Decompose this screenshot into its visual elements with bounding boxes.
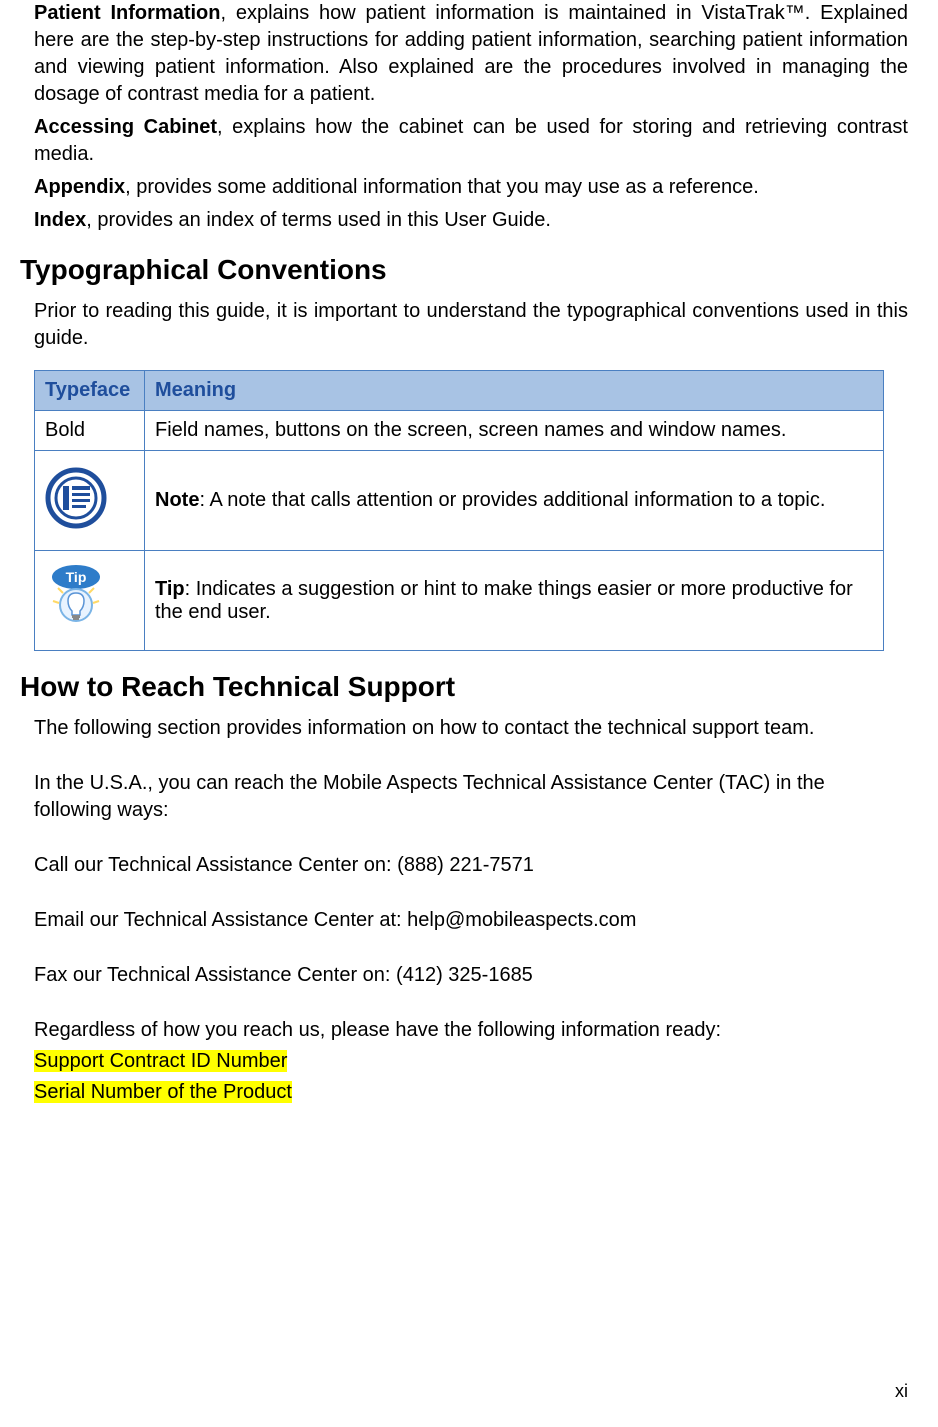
paragraph-support-fax: Fax our Technical Assistance Center on: …: [20, 962, 908, 989]
table-cell-meaning: Field names, buttons on the screen, scre…: [145, 411, 884, 451]
meaning-text: : A note that calls attention or provide…: [199, 489, 825, 511]
paragraph-support-usa: In the U.S.A., you can reach the Mobile …: [20, 770, 908, 824]
table-header-row: Typeface Meaning: [35, 371, 884, 411]
table-cell-meaning: Tip: Indicates a suggestion or hint to m…: [145, 551, 884, 651]
table-cell-typeface: Bold: [35, 411, 145, 451]
table-cell-tip-icon: Tip: [35, 551, 145, 651]
bold-label: Note: [155, 489, 199, 511]
highlighted-text: Serial Number of the Product: [34, 1081, 292, 1103]
paragraph-support-email: Email our Technical Assistance Center at…: [20, 907, 908, 934]
note-icon: [45, 467, 107, 535]
paragraph-highlight-serial: Serial Number of the Product: [20, 1079, 908, 1106]
paragraph-index: Index, provides an index of terms used i…: [20, 207, 908, 234]
paragraph-text: , provides an index of terms used in thi…: [86, 209, 551, 231]
tip-icon: Tip: [45, 563, 107, 639]
heading-typographical-conventions: Typographical Conventions: [20, 254, 908, 286]
table-row: Bold Field names, buttons on the screen,…: [35, 411, 884, 451]
paragraph-support-intro: The following section provides informati…: [20, 715, 908, 742]
paragraph-patient-info: Patient Information, explains how patien…: [20, 0, 908, 108]
heading-tech-support: How to Reach Technical Support: [20, 671, 908, 703]
bold-label: Tip: [155, 578, 185, 600]
meaning-text: : Indicates a suggestion or hint to make…: [155, 578, 853, 623]
table-header-meaning: Meaning: [145, 371, 884, 411]
paragraph-accessing-cabinet: Accessing Cabinet, explains how the cabi…: [20, 114, 908, 168]
table-row: Tip Tip: Indicates a suggestion or hint …: [35, 551, 884, 651]
table-row: Note: A note that calls attention or pro…: [35, 451, 884, 551]
paragraph-text: , provides some additional information t…: [125, 176, 759, 198]
document-page: Patient Information, explains how patien…: [0, 0, 938, 1427]
paragraph-highlight-contract: Support Contract ID Number: [20, 1048, 908, 1075]
paragraph-typo-intro: Prior to reading this guide, it is impor…: [20, 298, 908, 352]
highlighted-text: Support Contract ID Number: [34, 1050, 287, 1072]
table-header-typeface: Typeface: [35, 371, 145, 411]
bold-label: Appendix: [34, 176, 125, 198]
paragraph-appendix: Appendix, provides some additional infor…: [20, 174, 908, 201]
paragraph-support-call: Call our Technical Assistance Center on:…: [20, 852, 908, 879]
bold-label: Accessing Cabinet: [34, 116, 217, 138]
paragraph-support-regardless: Regardless of how you reach us, please h…: [20, 1017, 908, 1044]
table-cell-note-icon: [35, 451, 145, 551]
conventions-table: Typeface Meaning Bold Field names, butto…: [34, 370, 884, 651]
table-cell-meaning: Note: A note that calls attention or pro…: [145, 451, 884, 551]
tip-badge-text: Tip: [66, 569, 87, 585]
page-number: xi: [895, 1381, 908, 1402]
bold-label: Patient Information: [34, 2, 220, 24]
bold-label: Index: [34, 209, 86, 231]
